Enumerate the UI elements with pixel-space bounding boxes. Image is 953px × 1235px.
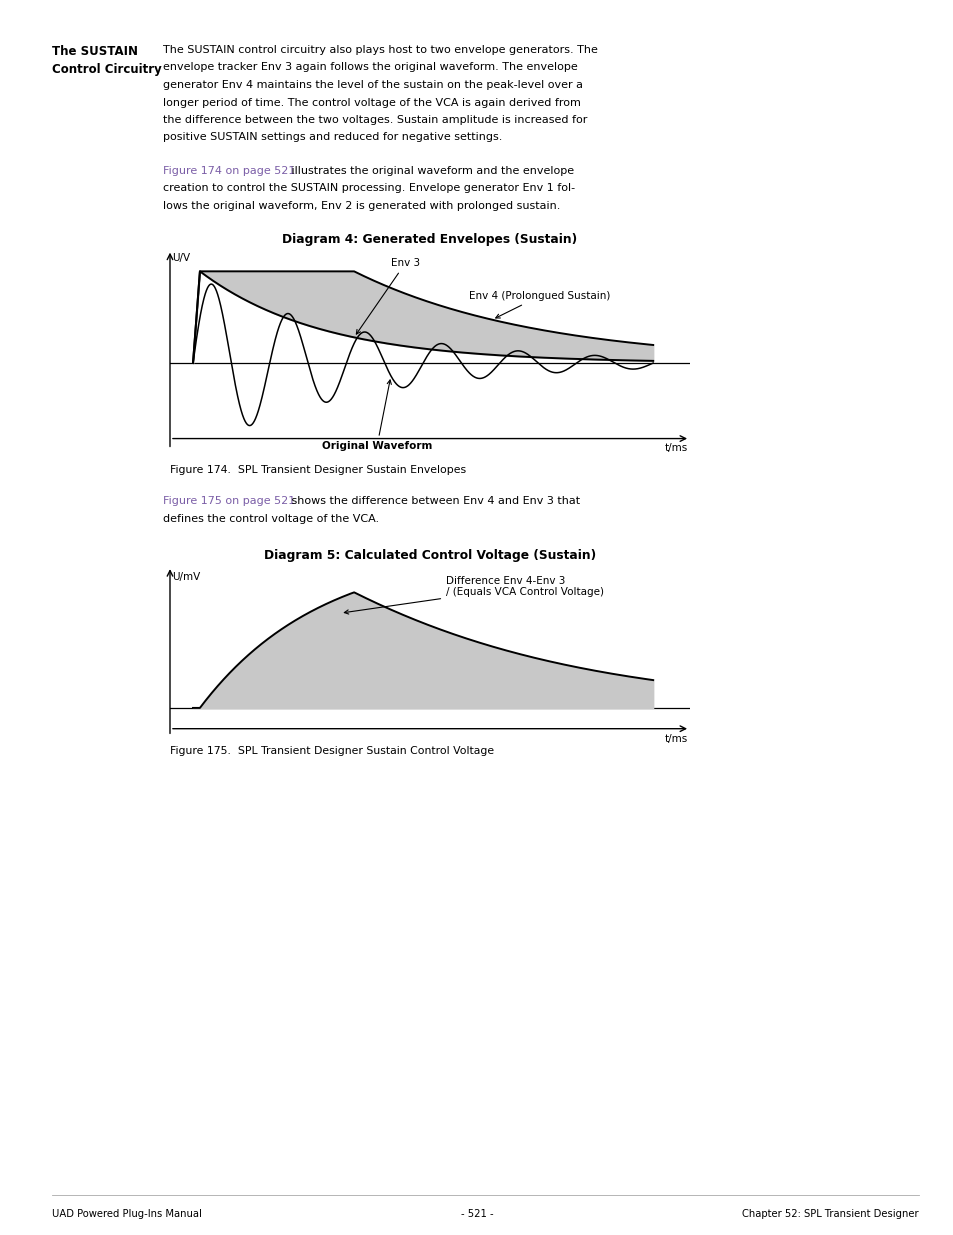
Text: defines the control voltage of the VCA.: defines the control voltage of the VCA. <box>163 514 378 524</box>
Title: Diagram 5: Calculated Control Voltage (Sustain): Diagram 5: Calculated Control Voltage (S… <box>264 550 596 562</box>
Text: lows the original waveform, Env 2 is generated with prolonged sustain.: lows the original waveform, Env 2 is gen… <box>163 201 559 211</box>
Text: Env 4 (Prolongued Sustain): Env 4 (Prolongued Sustain) <box>469 291 610 317</box>
Text: Figure 175.  SPL Transient Designer Sustain Control Voltage: Figure 175. SPL Transient Designer Susta… <box>170 746 494 756</box>
Text: Control Circuitry: Control Circuitry <box>52 63 162 75</box>
Text: longer period of time. The control voltage of the VCA is again derived from: longer period of time. The control volta… <box>163 98 580 107</box>
Text: illustrates the original waveform and the envelope: illustrates the original waveform and th… <box>288 165 574 175</box>
Text: positive SUSTAIN settings and reduced for negative settings.: positive SUSTAIN settings and reduced fo… <box>163 132 502 142</box>
Text: - 521 -: - 521 - <box>460 1209 493 1219</box>
Text: Original Waveform: Original Waveform <box>321 380 432 451</box>
Text: t/ms: t/ms <box>663 735 687 745</box>
Text: shows the difference between Env 4 and Env 3 that: shows the difference between Env 4 and E… <box>288 496 580 506</box>
Text: t/ms: t/ms <box>663 443 687 453</box>
Text: Chapter 52: SPL Transient Designer: Chapter 52: SPL Transient Designer <box>741 1209 918 1219</box>
Text: Difference Env 4-Env 3
/ (Equals VCA Control Voltage): Difference Env 4-Env 3 / (Equals VCA Con… <box>344 576 603 614</box>
Text: generator Env 4 maintains the level of the sustain on the peak-level over a: generator Env 4 maintains the level of t… <box>163 80 582 90</box>
Text: Figure 174.  SPL Transient Designer Sustain Envelopes: Figure 174. SPL Transient Designer Susta… <box>170 464 466 474</box>
Text: envelope tracker Env 3 again follows the original waveform. The envelope: envelope tracker Env 3 again follows the… <box>163 63 578 73</box>
Text: the difference between the two voltages. Sustain amplitude is increased for: the difference between the two voltages.… <box>163 115 587 125</box>
Text: Env 3: Env 3 <box>356 258 419 335</box>
Text: UAD Powered Plug-Ins Manual: UAD Powered Plug-Ins Manual <box>52 1209 202 1219</box>
Text: Figure 174 on page 521: Figure 174 on page 521 <box>163 165 295 175</box>
Text: The SUSTAIN: The SUSTAIN <box>52 44 138 58</box>
Text: creation to control the SUSTAIN processing. Envelope generator Env 1 fol-: creation to control the SUSTAIN processi… <box>163 183 575 193</box>
Text: Figure 175 on page 521: Figure 175 on page 521 <box>163 496 294 506</box>
Text: U/V: U/V <box>172 253 191 263</box>
Text: U/mV: U/mV <box>172 572 200 582</box>
Text: The SUSTAIN control circuitry also plays host to two envelope generators. The: The SUSTAIN control circuitry also plays… <box>163 44 598 56</box>
Title: Diagram 4: Generated Envelopes (Sustain): Diagram 4: Generated Envelopes (Sustain) <box>282 233 577 246</box>
